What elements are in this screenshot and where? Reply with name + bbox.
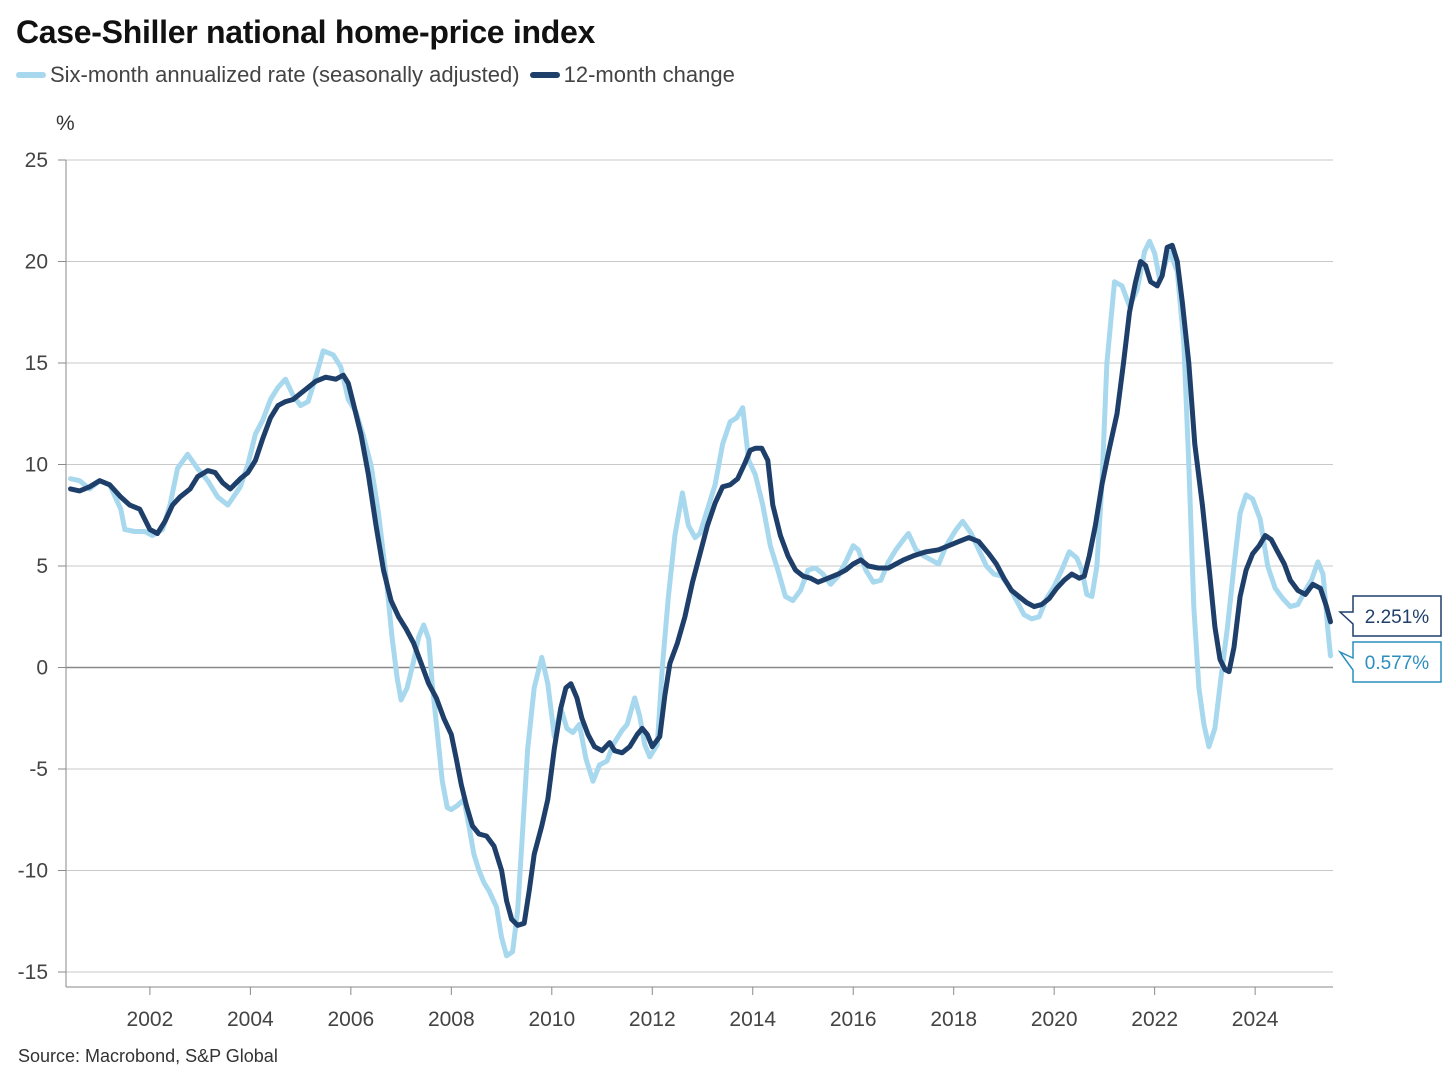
chart-title: Case-Shiller national home-price index [16, 14, 595, 50]
x-tick-label: 2002 [127, 1008, 174, 1031]
legend-swatch-twelve-month [529, 72, 560, 78]
legend-label-six-month: Six-month annualized rate (seasonally ad… [50, 62, 520, 87]
chart-legend: Six-month annualized rate (seasonally ad… [16, 62, 745, 88]
end-label-box-twelve-month [1338, 595, 1442, 637]
legend-swatch-six-month [16, 72, 46, 78]
y-tick-label: 0 [36, 657, 48, 680]
x-tick-label: 2024 [1232, 1008, 1279, 1031]
x-tick-label: 2004 [227, 1008, 274, 1031]
x-tick-label: 2010 [528, 1008, 575, 1031]
y-axis-unit-label: % [56, 112, 75, 135]
legend-item-six-month: Six-month annualized rate (seasonally ad… [16, 62, 520, 88]
end-label-box-six-month [1337, 641, 1442, 683]
x-tick-label: 2008 [428, 1008, 475, 1031]
x-tick-label: 2016 [830, 1008, 877, 1031]
y-tick-label: 10 [25, 454, 48, 477]
x-tick-label: 2022 [1131, 1008, 1178, 1031]
end-label-twelve-month: 2.251% [1365, 607, 1430, 628]
legend-label-twelve-month: 12-month change [563, 62, 735, 87]
source-note: Source: Macrobond, S&P Global [18, 1046, 278, 1066]
y-tick-label: -15 [18, 961, 48, 984]
end-label-six-month: 0.577% [1365, 653, 1430, 674]
y-tick-label: -10 [18, 860, 48, 883]
x-tick-label: 2014 [729, 1008, 776, 1031]
y-tick-label: -5 [29, 758, 48, 781]
y-tick-label: 5 [36, 555, 48, 578]
x-tick-label: 2012 [629, 1008, 676, 1031]
legend-item-twelve-month: 12-month change [529, 62, 735, 88]
y-tick-label: 20 [25, 251, 48, 274]
twelve-month-change-line [68, 242, 1333, 928]
six-month-rate-line [68, 238, 1333, 959]
y-tick-label: 25 [25, 149, 48, 172]
x-tick-label: 2006 [327, 1008, 374, 1031]
x-tick-label: 2020 [1031, 1008, 1078, 1031]
y-tick-label: 15 [25, 352, 48, 375]
x-tick-label: 2018 [930, 1008, 977, 1031]
